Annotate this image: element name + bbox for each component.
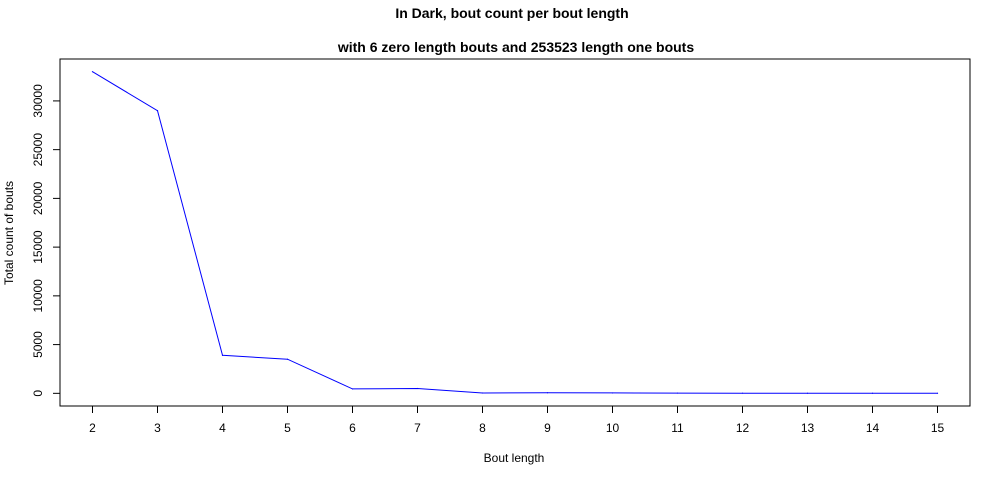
x-tick-label: 11 — [671, 421, 684, 435]
y-tick-label: 25000 — [31, 133, 45, 167]
y-tick-label: 10000 — [31, 279, 45, 313]
data-point — [676, 392, 679, 394]
data-point — [481, 392, 484, 394]
x-tick-label: 4 — [219, 421, 226, 435]
x-tick-label: 7 — [414, 421, 421, 435]
x-tick-label: 8 — [479, 421, 486, 435]
x-tick-label: 12 — [736, 421, 750, 435]
x-tick-label: 6 — [349, 421, 356, 435]
data-point — [351, 388, 354, 390]
y-axis: 0 5000 10000 15000 20000 25000 30000 — [31, 84, 60, 397]
data-point — [871, 392, 874, 394]
data-point — [741, 392, 744, 394]
chart-title: In Dark, bout count per bout length — [395, 5, 628, 21]
data-point — [611, 392, 614, 394]
plot-frame — [59, 58, 971, 407]
x-tick-label: 3 — [154, 421, 161, 435]
x-tick-label: 10 — [606, 421, 620, 435]
series-line-0 — [92, 71, 938, 394]
y-tick-label: 5000 — [31, 331, 45, 358]
data-point — [806, 392, 809, 394]
chart-subtitle: with 6 zero length bouts and 253523 leng… — [337, 39, 694, 55]
data-point — [91, 71, 94, 73]
x-tick-label: 2 — [89, 421, 96, 435]
data-point — [416, 387, 419, 390]
data-point — [221, 354, 224, 356]
x-tick-label: 14 — [866, 421, 880, 435]
y-tick-label: 20000 — [31, 181, 45, 215]
data-point — [286, 358, 289, 360]
y-tick-label: 0 — [31, 390, 45, 397]
data-point — [156, 110, 159, 112]
y-tick-label: 30000 — [31, 84, 45, 118]
series-layer — [91, 71, 939, 394]
x-axis-label: Bout length — [484, 451, 545, 465]
x-tick-label: 13 — [801, 421, 815, 435]
x-tick-label: 5 — [284, 421, 291, 435]
y-tick-label: 15000 — [31, 230, 45, 264]
x-axis: 2 3 4 5 6 7 8 9 10 11 12 13 14 15 — [89, 406, 944, 435]
data-point — [936, 392, 939, 394]
x-tick-label: 15 — [931, 421, 945, 435]
data-point — [546, 392, 549, 394]
x-tick-label: 9 — [544, 421, 551, 435]
y-axis-label: Total count of bouts — [2, 181, 16, 285]
